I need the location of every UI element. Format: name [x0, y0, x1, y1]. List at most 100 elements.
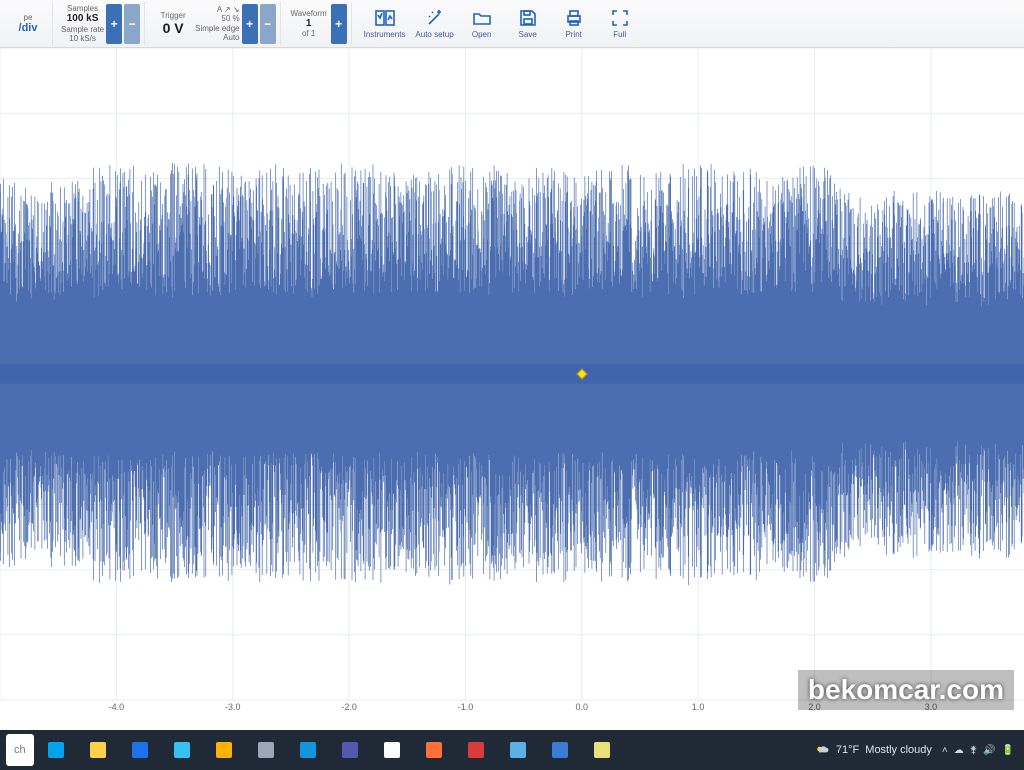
- taskbar-search[interactable]: ch: [6, 734, 34, 766]
- wand-icon: [425, 8, 445, 28]
- save-button[interactable]: Save: [506, 6, 550, 41]
- graph-canvas: [0, 48, 1024, 720]
- app-chart-icon: [592, 740, 612, 760]
- search-placeholder: ch: [14, 744, 26, 756]
- instruments-icon: [375, 8, 395, 28]
- tray-cloud-icon[interactable]: ☁: [954, 745, 964, 756]
- samples-value: 100 kS: [67, 13, 99, 25]
- taskbar-icon-app-ps[interactable]: [497, 730, 539, 770]
- samples-group: Samples 100 kS Sample rate 10 kS/s + −: [57, 2, 145, 45]
- waveform-value: 1: [306, 18, 312, 30]
- folder-open-icon: [472, 8, 492, 28]
- toolbar: pe /div Samples 100 kS Sample rate 10 kS…: [0, 0, 1024, 48]
- waveform-plus-button[interactable]: +: [331, 4, 347, 44]
- x-tick-label: -4.0: [109, 702, 125, 712]
- x-tick-label: -2.0: [341, 702, 357, 712]
- settings-icon: [256, 740, 276, 760]
- chrome-icon: [382, 740, 402, 760]
- taskbar-icon-store[interactable]: [287, 730, 329, 770]
- fullscreen-icon: [610, 8, 630, 28]
- trigger-group: Trigger 0 V A ↗ ↘ 50 % Simple edge Auto …: [149, 2, 280, 45]
- tray-sound-icon[interactable]: 🔊: [983, 745, 995, 756]
- taskbar-icon-app-red[interactable]: [455, 730, 497, 770]
- waveform-readout: Waveform 1 of 1: [289, 9, 329, 39]
- weather-icon: [814, 742, 830, 758]
- trigger-label: Trigger: [161, 11, 186, 20]
- trigger-options: A ↗ ↘ 50 % Simple edge Auto: [195, 5, 239, 42]
- tray-^-icon[interactable]: ˄: [942, 745, 948, 756]
- trigger-readout: Trigger 0 V: [153, 11, 193, 36]
- samples-minus-button[interactable]: −: [124, 4, 140, 44]
- watermark-text: bekomcar.com: [798, 670, 1014, 710]
- tray-wifi-icon[interactable]: ⚵: [970, 745, 977, 756]
- oscilloscope-graph[interactable]: -4.0-3.0-2.0-1.00.01.02.03.0: [0, 48, 1024, 720]
- taskbar-icon-photos[interactable]: [203, 730, 245, 770]
- open-button[interactable]: Open: [460, 6, 504, 41]
- taskbar-icon-edge[interactable]: [161, 730, 203, 770]
- weather-temp: 71°F: [836, 744, 859, 756]
- mail-icon: [130, 740, 150, 760]
- print-button[interactable]: Print: [552, 6, 596, 41]
- samples-plus-button[interactable]: +: [106, 4, 122, 44]
- waveform-group: Waveform 1 of 1 +: [285, 2, 352, 45]
- print-label: Print: [565, 30, 581, 39]
- trigger-plus-button[interactable]: +: [242, 4, 258, 44]
- taskbar-icon-chrome[interactable]: [371, 730, 413, 770]
- trigger-pct: 50 %: [221, 14, 239, 23]
- taskbar-icon-app-blue[interactable]: [539, 730, 581, 770]
- scope-label: pe: [24, 13, 33, 22]
- instruments-label: Instruments: [364, 30, 406, 39]
- print-icon: [564, 8, 584, 28]
- trigger-minus-button[interactable]: −: [260, 4, 276, 44]
- weather-widget[interactable]: 71°F Mostly cloudy: [814, 742, 932, 758]
- sample-rate-label: Sample rate: [61, 25, 104, 34]
- x-tick-label: -1.0: [458, 702, 474, 712]
- taskbar-icon-start[interactable]: [35, 730, 77, 770]
- trigger-mode: Auto: [223, 33, 239, 42]
- store-icon: [298, 740, 318, 760]
- taskbar-icon-file-explorer[interactable]: [77, 730, 119, 770]
- samples-readout: Samples 100 kS Sample rate 10 kS/s: [61, 4, 104, 43]
- samples-label: Samples: [67, 4, 98, 13]
- app-red-icon: [466, 740, 486, 760]
- windows-taskbar: ch 71°F Mostly cloudy ˄ ☁ ⚵ 🔊 🔋: [0, 730, 1024, 770]
- firefox-icon: [424, 740, 444, 760]
- waveform-of: of 1: [302, 29, 315, 38]
- taskbar-icon-firefox[interactable]: [413, 730, 455, 770]
- photos-icon: [214, 740, 234, 760]
- trigger-rf: A ↗ ↘: [217, 5, 240, 14]
- save-label: Save: [519, 30, 537, 39]
- taskbar-icon-mail[interactable]: [119, 730, 161, 770]
- full-button[interactable]: Full: [598, 6, 642, 41]
- scope-readout: pe /div: [8, 13, 48, 35]
- instruments-button[interactable]: Instruments: [360, 6, 410, 41]
- app-ps-icon: [508, 740, 528, 760]
- waveform-label: Waveform: [291, 9, 327, 18]
- x-tick-label: -3.0: [225, 702, 241, 712]
- taskbar-icon-app-chart[interactable]: [581, 730, 623, 770]
- tray-batt-icon[interactable]: 🔋: [1002, 745, 1014, 756]
- x-tick-label: 1.0: [692, 702, 705, 712]
- edge-icon: [172, 740, 192, 760]
- autosetup-label: Auto setup: [415, 30, 453, 39]
- open-label: Open: [472, 30, 492, 39]
- scope-value: /div: [15, 22, 42, 35]
- teams-icon: [340, 740, 360, 760]
- system-tray[interactable]: ˄ ☁ ⚵ 🔊 🔋: [942, 745, 1014, 756]
- full-label: Full: [613, 30, 626, 39]
- autosetup-button[interactable]: Auto setup: [411, 6, 457, 41]
- scope-group: pe /div: [4, 2, 53, 45]
- weather-desc: Mostly cloudy: [865, 744, 932, 756]
- action-buttons: Instruments Auto setup Open Save Print F…: [356, 2, 646, 45]
- taskbar-icon-teams[interactable]: [329, 730, 371, 770]
- taskbar-icon-settings[interactable]: [245, 730, 287, 770]
- sample-rate-value: 10 kS/s: [69, 34, 96, 43]
- taskbar-left: ch: [0, 730, 623, 770]
- file-explorer-icon: [88, 740, 108, 760]
- taskbar-right: 71°F Mostly cloudy ˄ ☁ ⚵ 🔊 🔋: [804, 730, 1024, 770]
- app-blue-icon: [550, 740, 570, 760]
- start-icon: [46, 740, 66, 760]
- save-icon: [518, 8, 538, 28]
- trigger-value: 0 V: [157, 20, 190, 36]
- x-tick-label: 0.0: [576, 702, 589, 712]
